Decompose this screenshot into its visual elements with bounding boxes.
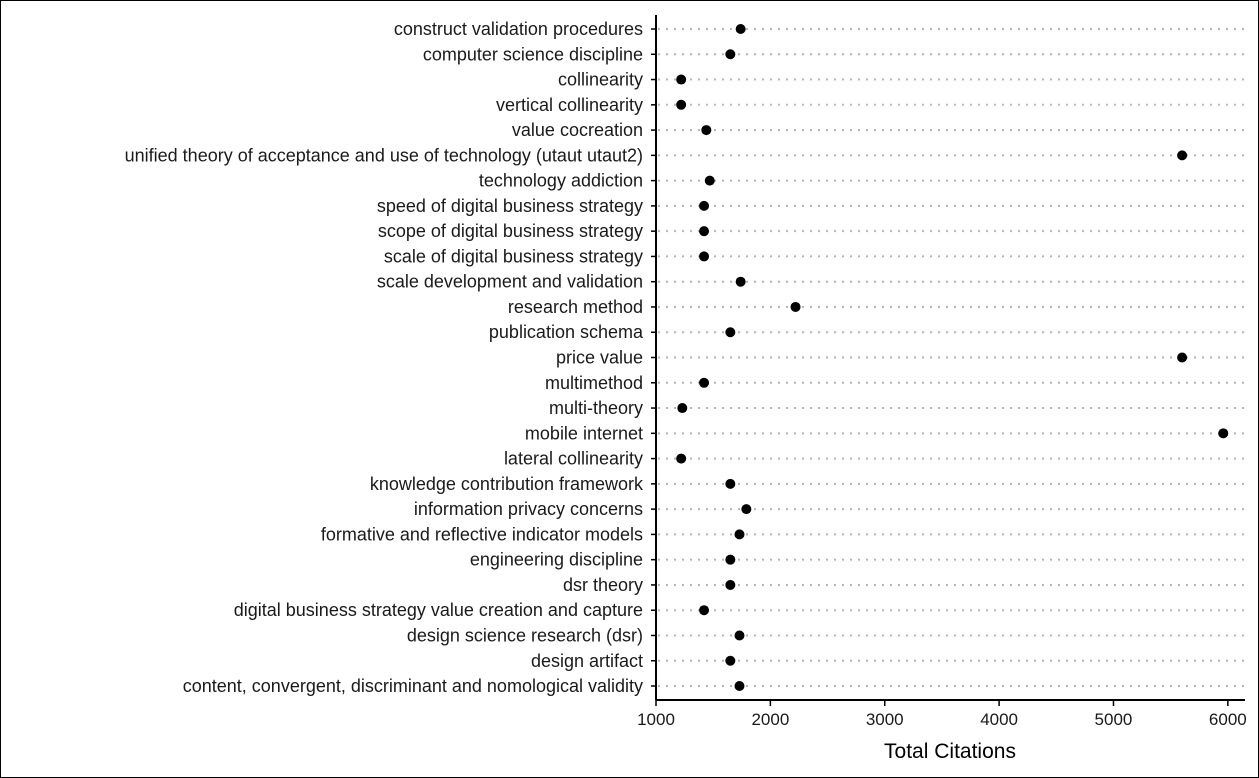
data-point <box>676 453 687 464</box>
data-point <box>790 301 801 312</box>
x-tick-label: 3000 <box>866 710 904 729</box>
category-label: knowledge contribution framework <box>370 474 644 494</box>
data-point <box>1177 352 1188 363</box>
category-label: formative and reflective indicator model… <box>321 524 643 544</box>
category-label: publication schema <box>489 322 644 342</box>
category-label: scale development and validation <box>377 272 643 292</box>
data-point <box>701 125 712 136</box>
category-label: research method <box>508 297 643 317</box>
category-label: speed of digital business strategy <box>377 196 643 216</box>
category-label: construct validation procedures <box>394 19 643 39</box>
category-label: information privacy concerns <box>414 499 643 519</box>
category-label: design science research (dsr) <box>407 625 643 645</box>
data-points <box>676 24 1229 692</box>
data-point <box>734 681 745 692</box>
category-label: dsr theory <box>563 575 643 595</box>
category-label: content, convergent, discriminant and no… <box>183 676 643 696</box>
category-label: lateral collinearity <box>504 449 643 469</box>
data-point <box>735 24 746 34</box>
category-label: value cocreation <box>512 120 643 140</box>
category-label: engineering discipline <box>470 550 643 570</box>
data-point <box>699 200 710 211</box>
data-point <box>734 529 745 540</box>
axes <box>655 15 1245 701</box>
data-point <box>725 554 736 565</box>
category-label: multi-theory <box>549 398 643 418</box>
x-tick-label: 6000 <box>1209 710 1247 729</box>
category-label: collinearity <box>558 70 643 90</box>
x-ticks: 1000 2000 3000 4000 5000 6000 <box>637 700 1247 729</box>
grid-layer <box>651 28 1245 688</box>
data-point <box>676 74 687 85</box>
category-label: scope of digital business strategy <box>378 221 643 241</box>
category-label: design artifact <box>531 651 643 671</box>
data-point <box>699 226 710 237</box>
category-label: vertical collinearity <box>496 95 643 115</box>
data-point <box>741 504 752 515</box>
data-point <box>1177 150 1188 161</box>
category-label: technology addiction <box>479 171 643 191</box>
data-point <box>677 403 688 414</box>
category-label: computer science discipline <box>423 44 643 64</box>
data-point <box>725 327 736 338</box>
data-point <box>725 579 736 590</box>
x-tick-label: 2000 <box>751 710 789 729</box>
data-point <box>699 377 710 388</box>
x-tick-label: 1000 <box>637 710 675 729</box>
data-point <box>725 49 736 60</box>
data-point <box>725 478 736 489</box>
data-point <box>735 276 746 287</box>
category-labels: construct validation procedures computer … <box>125 19 644 696</box>
x-axis-title: Total Citations <box>884 740 1016 763</box>
data-point <box>1218 428 1229 439</box>
x-tick-label: 5000 <box>1095 710 1133 729</box>
data-point <box>704 175 715 186</box>
data-point <box>734 630 745 641</box>
data-point <box>676 99 687 110</box>
data-point <box>699 605 710 616</box>
category-label: digital business strategy value creation… <box>234 600 643 620</box>
category-label: price value <box>556 348 643 368</box>
data-point <box>725 655 736 666</box>
category-label: scale of digital business strategy <box>384 246 643 266</box>
data-point <box>699 251 710 262</box>
x-tick-label: 4000 <box>980 710 1018 729</box>
category-label: unified theory of acceptance and use of … <box>125 145 643 165</box>
category-label: mobile internet <box>525 423 643 443</box>
category-label: multimethod <box>545 373 643 393</box>
